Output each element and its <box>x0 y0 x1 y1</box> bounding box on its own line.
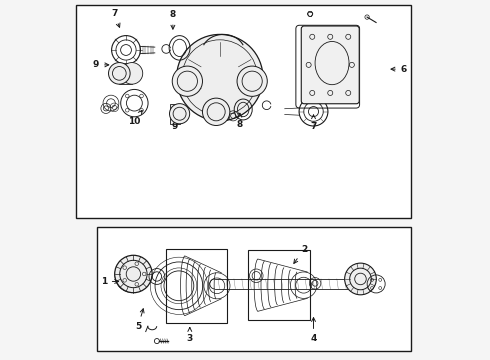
Bar <box>248 251 310 320</box>
Circle shape <box>344 263 376 295</box>
Text: 1: 1 <box>100 277 119 286</box>
FancyBboxPatch shape <box>301 26 359 104</box>
Text: 9: 9 <box>172 115 178 131</box>
Circle shape <box>115 255 152 293</box>
Circle shape <box>202 98 230 126</box>
Bar <box>120 63 132 84</box>
Text: 8: 8 <box>237 113 243 129</box>
Bar <box>166 248 227 323</box>
Bar <box>98 227 411 351</box>
Circle shape <box>115 259 148 292</box>
Bar <box>76 5 411 218</box>
Text: 3: 3 <box>187 328 193 343</box>
Text: 7: 7 <box>111 9 120 27</box>
Circle shape <box>108 63 130 84</box>
Ellipse shape <box>176 35 263 121</box>
Text: 8: 8 <box>170 10 176 29</box>
Circle shape <box>121 63 143 84</box>
Text: 10: 10 <box>128 111 142 126</box>
Text: 4: 4 <box>310 318 317 343</box>
Text: 2: 2 <box>294 245 307 264</box>
Text: 5: 5 <box>135 309 144 330</box>
Text: 7: 7 <box>310 115 317 131</box>
Text: 9: 9 <box>93 60 109 69</box>
Circle shape <box>172 66 202 96</box>
Circle shape <box>170 104 190 124</box>
Bar <box>170 104 180 124</box>
Circle shape <box>237 66 267 96</box>
Text: 6: 6 <box>391 65 407 74</box>
